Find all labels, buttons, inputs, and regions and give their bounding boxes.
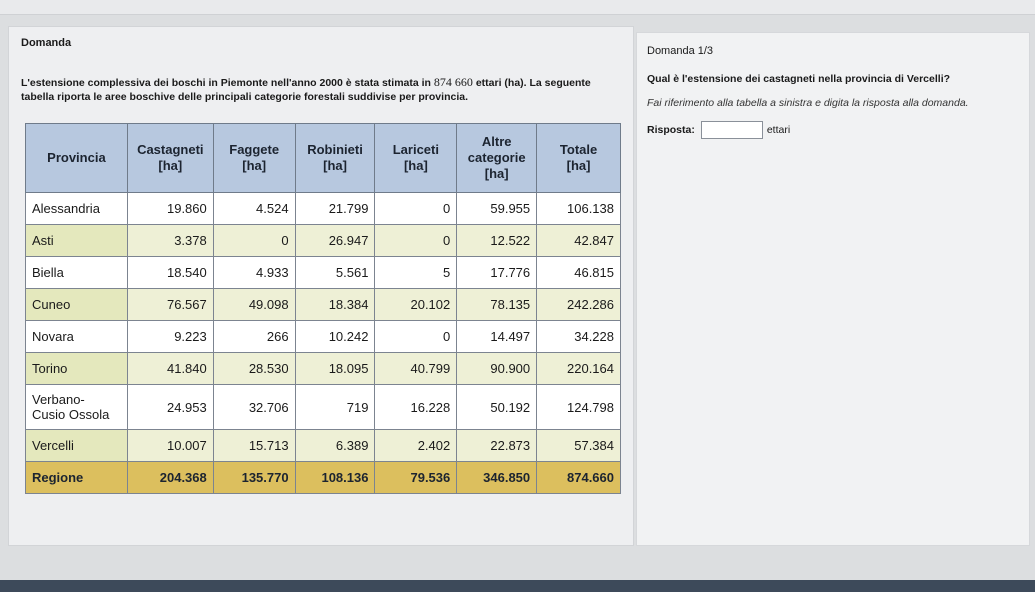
cell-totale: 42.847 (536, 224, 621, 257)
intro-part-a: L'estensione complessiva dei boschi in P… (21, 77, 431, 89)
header-provincia: Provincia (25, 123, 128, 193)
cell-provincia: Novara (25, 320, 128, 353)
cell-lariceti: 0 (374, 224, 458, 257)
cell-altre: 90.900 (456, 352, 538, 385)
cell-castagneti: 24.953 (126, 384, 214, 430)
intro-number: 874 660 (433, 75, 473, 89)
cell-robinieti: 21.799 (294, 192, 376, 225)
cell-provincia: Biella (25, 256, 128, 289)
cell-totale: 220.164 (536, 352, 621, 385)
top-strip (0, 0, 1035, 15)
cell-lariceti: 0 (374, 192, 458, 225)
cell-altre: 59.955 (456, 192, 538, 225)
question-hint: Fai riferimento alla tabella a sinistra … (647, 97, 969, 109)
cell-robinieti: 18.384 (294, 288, 376, 321)
question-panel: Domanda L'estensione complessiva dei bos… (8, 26, 634, 546)
cell-totale: 57.384 (536, 429, 621, 462)
cell-faggete: 4.524 (212, 192, 296, 225)
cell-faggete: 49.098 (212, 288, 296, 321)
cell-lariceti: 79.536 (374, 461, 458, 494)
bottom-bar (0, 580, 1035, 592)
cell-altre: 78.135 (456, 288, 538, 321)
header-faggete: Faggete [ha] (212, 123, 296, 193)
cell-altre: 22.873 (456, 429, 538, 462)
answer-label: Risposta: (647, 124, 695, 136)
cell-provincia: Verbano- Cusio Ossola (25, 384, 128, 430)
cell-robinieti: 719 (294, 384, 376, 430)
cell-castagneti: 19.860 (126, 192, 214, 225)
cell-robinieti: 18.095 (294, 352, 376, 385)
cell-altre: 17.776 (456, 256, 538, 289)
cell-faggete: 4.933 (212, 256, 296, 289)
cell-totale: 34.228 (536, 320, 621, 353)
cell-robinieti: 5.561 (294, 256, 376, 289)
cell-provincia: Asti (25, 224, 128, 257)
table-row-alessandria: Alessandria 19.860 4.524 21.799 0 59.955… (25, 192, 621, 225)
table-row-regione-total: Regione 204.368 135.770 108.136 79.536 3… (25, 461, 621, 494)
table-row-verbano-cusio-ossola: Verbano- Cusio Ossola 24.953 32.706 719 1… (25, 384, 621, 430)
intro-text: L'estensione complessiva dei boschi in P… (21, 75, 621, 104)
cell-faggete: 28.530 (212, 352, 296, 385)
cell-totale: 874.660 (536, 461, 621, 494)
table-row-vercelli: Vercelli 10.007 15.713 6.389 2.402 22.87… (25, 429, 621, 462)
cell-faggete: 266 (212, 320, 296, 353)
cell-totale: 106.138 (536, 192, 621, 225)
table-row-asti: Asti 3.378 0 26.947 0 12.522 42.847 (25, 224, 621, 257)
cell-castagneti: 76.567 (126, 288, 214, 321)
cell-faggete: 32.706 (212, 384, 296, 430)
panel-title: Domanda (21, 37, 72, 49)
cell-robinieti: 108.136 (294, 461, 376, 494)
cell-totale: 124.798 (536, 384, 621, 430)
answer-input[interactable] (700, 121, 763, 139)
answer-row: Risposta: ettari (647, 121, 790, 139)
header-robinieti: Robinieti [ha] (294, 123, 376, 193)
cell-altre: 12.522 (456, 224, 538, 257)
cell-altre: 14.497 (456, 320, 538, 353)
cell-provincia: Torino (25, 352, 128, 385)
table-row-torino: Torino 41.840 28.530 18.095 40.799 90.90… (25, 352, 621, 385)
cell-altre: 50.192 (456, 384, 538, 430)
table-row-cuneo: Cuneo 76.567 49.098 18.384 20.102 78.135… (25, 288, 621, 321)
cell-faggete: 0 (212, 224, 296, 257)
cell-totale: 46.815 (536, 256, 621, 289)
cell-robinieti: 10.242 (294, 320, 376, 353)
question-text: Qual è l'estensione dei castagneti nella… (647, 73, 951, 85)
cell-provincia: Alessandria (25, 192, 128, 225)
cell-lariceti: 40.799 (374, 352, 458, 385)
header-totale: Totale [ha] (536, 123, 621, 193)
intro-part-b: ettari (ha). La seguente tabella riporta… (21, 77, 591, 103)
cell-castagneti: 9.223 (126, 320, 214, 353)
answer-unit: ettari (766, 124, 791, 136)
cell-castagneti: 204.368 (126, 461, 214, 494)
cell-lariceti: 5 (374, 256, 458, 289)
cell-faggete: 135.770 (212, 461, 296, 494)
cell-provincia: Regione (25, 461, 128, 494)
header-castagneti: Castagneti [ha] (126, 123, 214, 193)
question-counter: Domanda 1/3 (647, 45, 714, 57)
answer-panel: Domanda 1/3 Qual è l'estensione dei cast… (636, 32, 1030, 546)
cell-castagneti: 10.007 (126, 429, 214, 462)
cell-altre: 346.850 (456, 461, 538, 494)
cell-lariceti: 20.102 (374, 288, 458, 321)
cell-provincia: Vercelli (25, 429, 128, 462)
table-row-biella: Biella 18.540 4.933 5.561 5 17.776 46.81… (25, 256, 621, 289)
cell-totale: 242.286 (536, 288, 621, 321)
table-row-novara: Novara 9.223 266 10.242 0 14.497 34.228 (25, 320, 621, 353)
cell-castagneti: 18.540 (126, 256, 214, 289)
cell-provincia: Cuneo (25, 288, 128, 321)
cell-robinieti: 26.947 (294, 224, 376, 257)
cell-faggete: 15.713 (212, 429, 296, 462)
cell-lariceti: 16.228 (374, 384, 458, 430)
cell-lariceti: 0 (374, 320, 458, 353)
cell-castagneti: 3.378 (126, 224, 214, 257)
table-header-row: Provincia Castagneti [ha] Faggete [ha] Rob… (25, 123, 621, 193)
cell-castagneti: 41.840 (126, 352, 214, 385)
header-lariceti: Lariceti [ha] (374, 123, 458, 193)
cell-robinieti: 6.389 (294, 429, 376, 462)
forest-table: Provincia Castagneti [ha] Faggete [ha] Rob… (25, 123, 621, 494)
cell-lariceti: 2.402 (374, 429, 458, 462)
header-altre-categorie: Altre categorie [ha] (456, 123, 538, 193)
